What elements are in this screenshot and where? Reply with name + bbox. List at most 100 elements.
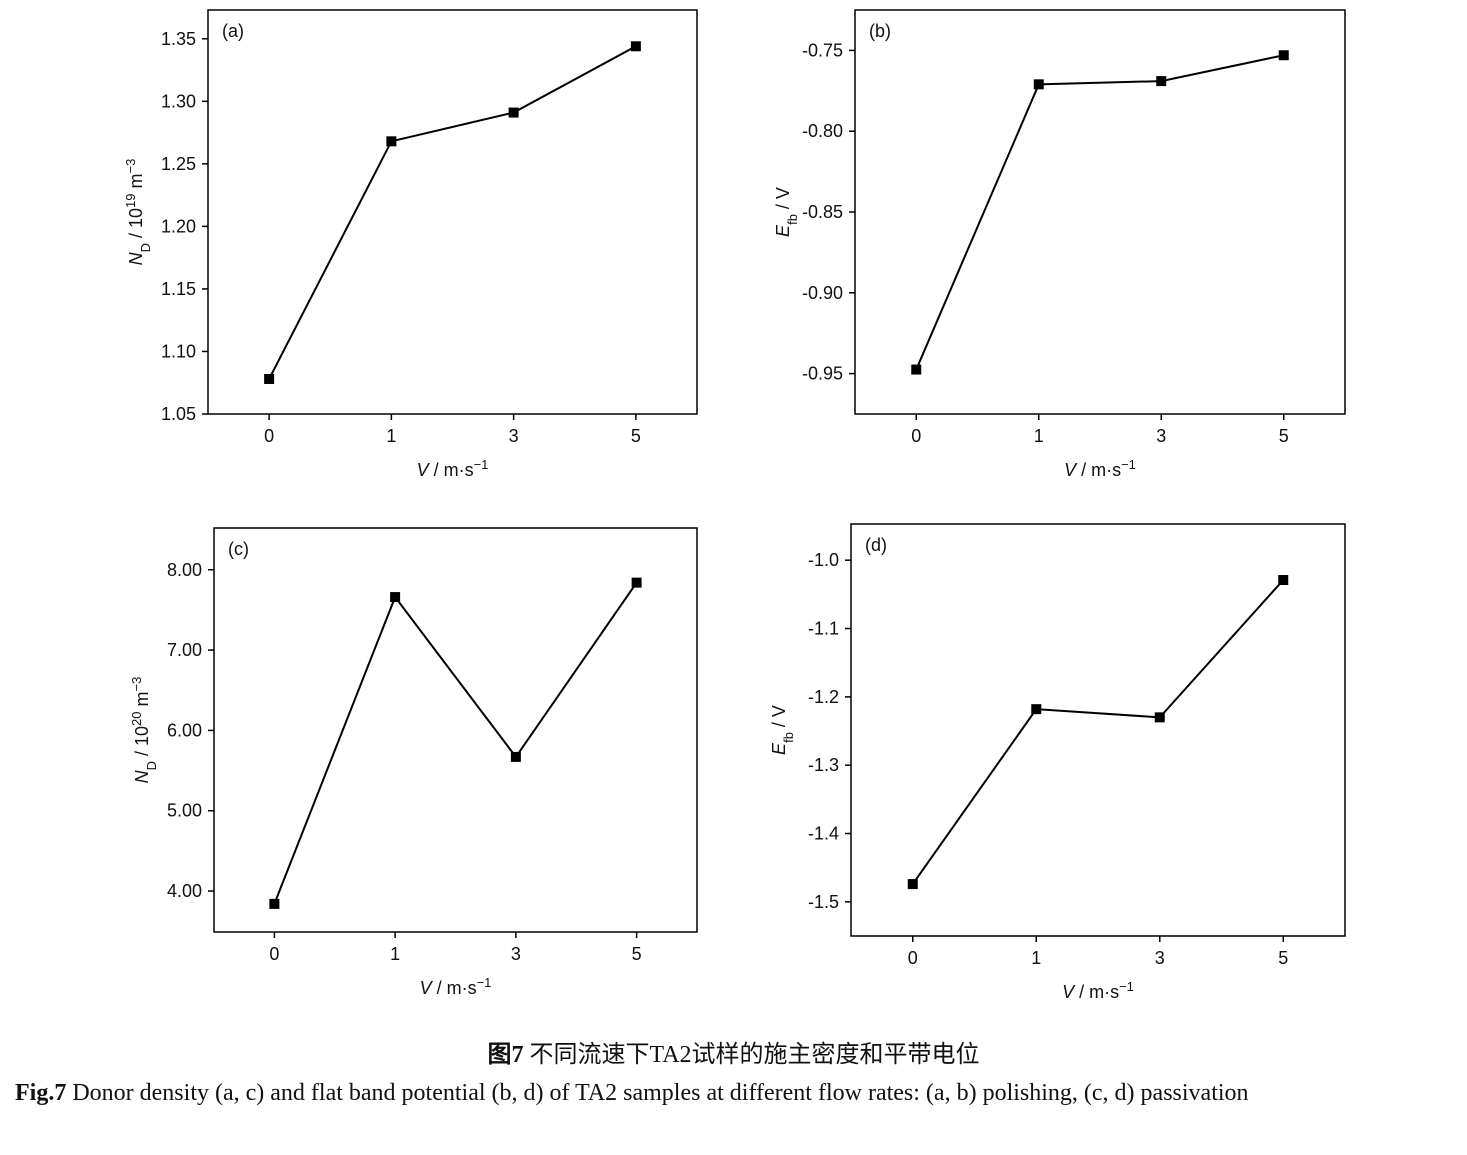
- y-tick-label: 1.15: [161, 279, 196, 299]
- label-part: m: [126, 173, 146, 193]
- data-point: [1154, 712, 1165, 723]
- x-tick-label: 5: [1278, 948, 1288, 968]
- label-part: / V: [769, 705, 789, 732]
- label-part: fb: [781, 732, 796, 743]
- data-point: [510, 751, 521, 762]
- data-line: [911, 579, 1284, 885]
- plot-frame: [854, 9, 1346, 415]
- caption-zh-label: 图7: [487, 1042, 524, 1068]
- x-tick-label: 3: [509, 426, 519, 446]
- label-part: / m·s: [429, 460, 474, 480]
- data-point: [1033, 79, 1044, 90]
- label-part: / m·s: [432, 978, 477, 998]
- caption-zh-text: 不同流速下TA2试样的施主密度和平带电位: [523, 1042, 980, 1068]
- y-tick-label: -1.0: [808, 550, 839, 570]
- data-point: [907, 879, 918, 890]
- label-part: N: [126, 251, 146, 265]
- label-part: −1: [474, 457, 489, 472]
- data-point: [390, 592, 401, 603]
- figure: (a) 1.05 1.10 1.15 1.20 1.25 1.30 1.35 0 1 3 5 V / m…: [123, 9, 1346, 1003]
- x-tick-label: 5: [632, 944, 642, 964]
- label-part: m: [132, 691, 152, 711]
- y-tick-label: 1.35: [161, 29, 196, 49]
- x-tick-label: 5: [1279, 426, 1289, 446]
- x-axis-label: V / m·s−1: [1064, 457, 1136, 481]
- y-tick-label: -0.85: [802, 202, 843, 222]
- data-point: [1278, 575, 1289, 586]
- y-tick-label: -0.90: [802, 283, 843, 303]
- y-tick-label: -0.80: [802, 121, 843, 141]
- x-axis-label: V / m·s−1: [420, 975, 492, 999]
- data-point: [630, 41, 641, 52]
- label-part: / V: [773, 187, 793, 214]
- x-tick-label: 3: [1155, 948, 1165, 968]
- y-axis-label: Efb / V: [769, 705, 796, 755]
- x-tick-label: 1: [390, 944, 400, 964]
- y-tick-label: -0.75: [802, 40, 843, 60]
- y-tick-label: -1.5: [808, 892, 839, 912]
- data-point: [508, 107, 519, 118]
- data-point: [269, 898, 280, 909]
- y-axis-label: ND / 1019 m−3: [123, 159, 153, 266]
- panel-label: (c): [228, 539, 249, 559]
- plot-frame: [207, 9, 698, 415]
- label-part: −1: [477, 975, 492, 990]
- x-tick-label: 3: [511, 944, 521, 964]
- label-part: V: [420, 978, 434, 998]
- label-part: D: [138, 243, 153, 252]
- caption-en: Fig.7 Donor density (a, c) and flat band…: [15, 1074, 1455, 1112]
- label-part: / m·s: [1076, 460, 1121, 480]
- data-point: [264, 373, 275, 384]
- data-line: [273, 582, 638, 905]
- label-part: 19: [123, 193, 138, 207]
- y-tick-label: 5.00: [167, 801, 202, 821]
- y-tick-label: 1.10: [161, 341, 196, 361]
- label-part: fb: [785, 214, 800, 225]
- data-line: [268, 45, 637, 380]
- label-part: −3: [123, 159, 138, 174]
- panel-label: (a): [222, 21, 244, 41]
- y-axis-label: Efb / V: [773, 187, 800, 237]
- label-part: −1: [1121, 457, 1136, 472]
- y-tick-label: 1.25: [161, 154, 196, 174]
- x-tick-label: 0: [911, 426, 921, 446]
- data-point: [386, 136, 397, 147]
- y-axis-label: ND / 1020 m−3: [129, 677, 159, 784]
- x-tick-label: 1: [386, 426, 396, 446]
- y-tick-label: 7.00: [167, 640, 202, 660]
- y-tick-label: 1.30: [161, 91, 196, 111]
- label-part: V: [417, 460, 431, 480]
- y-tick-label: 1.05: [161, 404, 196, 424]
- x-tick-label: 5: [631, 426, 641, 446]
- x-tick-label: 0: [269, 944, 279, 964]
- caption-zh: 图7 不同流速下TA2试样的施主密度和平带电位: [0, 1034, 1467, 1069]
- label-part: / m·s: [1074, 982, 1119, 1002]
- label-part: V: [1064, 460, 1078, 480]
- label-part: N: [132, 769, 152, 783]
- label-part: V: [1062, 982, 1076, 1002]
- caption-en-text: Donor density (a, c) and flat band poten…: [66, 1080, 1249, 1106]
- label-part: E: [769, 742, 789, 755]
- label-part: −3: [129, 677, 144, 692]
- x-axis-label: V / m·s−1: [1062, 979, 1134, 1003]
- data-point: [1278, 50, 1289, 61]
- x-tick-label: 1: [1031, 948, 1041, 968]
- data-point: [631, 577, 642, 588]
- y-tick-label: 6.00: [167, 720, 202, 740]
- y-tick-label: -1.2: [808, 687, 839, 707]
- x-tick-label: 3: [1156, 426, 1166, 446]
- y-tick-label: 4.00: [167, 881, 202, 901]
- data-line: [915, 54, 1284, 370]
- label-part: D: [144, 761, 159, 770]
- label-part: / 10: [132, 726, 152, 761]
- panel-label: (d): [865, 535, 887, 555]
- caption-en-label: Fig.7: [15, 1080, 67, 1106]
- x-tick-label: 0: [264, 426, 274, 446]
- y-tick-label: 8.00: [167, 560, 202, 580]
- label-part: / 10: [126, 208, 146, 243]
- data-point: [1156, 76, 1167, 87]
- y-tick-label: -1.4: [808, 824, 839, 844]
- label-part: E: [773, 224, 793, 237]
- data-point: [1031, 704, 1042, 715]
